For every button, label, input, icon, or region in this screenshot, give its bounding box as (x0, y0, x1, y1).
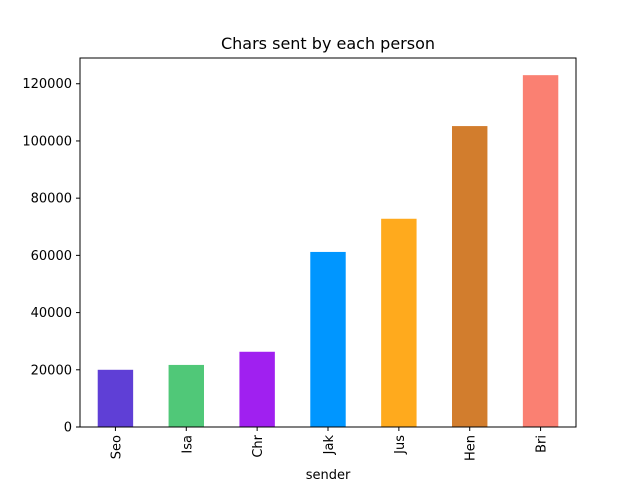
chart-title: Chars sent by each person (221, 34, 435, 53)
bar-isa (168, 364, 204, 427)
y-tick-label: 80000 (31, 192, 72, 207)
bar-jus (381, 218, 417, 427)
y-tick-label: 0 (64, 421, 72, 436)
x-axis-label: sender (306, 468, 351, 480)
x-tick-label: Hen (464, 435, 479, 461)
y-tick-label: 20000 (31, 363, 72, 378)
x-tick-label: Seo (109, 435, 124, 459)
bars-group (97, 75, 559, 428)
x-tick-label: Jus (393, 435, 408, 455)
bar-chr (239, 351, 275, 427)
x-axis-ticks: Seo Isa Chr Jak Jus Hen Bri (109, 427, 550, 461)
y-tick-label: 60000 (31, 249, 72, 264)
bar-bri (522, 75, 559, 428)
x-tick-label: Chr (251, 434, 266, 457)
bar-jak (310, 251, 346, 427)
x-tick-label: Bri (535, 435, 550, 453)
x-tick-label: Isa (180, 435, 195, 454)
bar-hen (452, 126, 488, 427)
y-tick-label: 40000 (31, 306, 72, 321)
bar-seo (97, 369, 134, 427)
plot-frame (79, 57, 577, 428)
y-tick-label: 100000 (22, 134, 72, 149)
y-axis-ticks: 0 20000 40000 60000 80000 100000 120000 (22, 77, 80, 436)
y-tick-label: 120000 (22, 77, 72, 92)
x-tick-label: Jak (322, 435, 337, 456)
